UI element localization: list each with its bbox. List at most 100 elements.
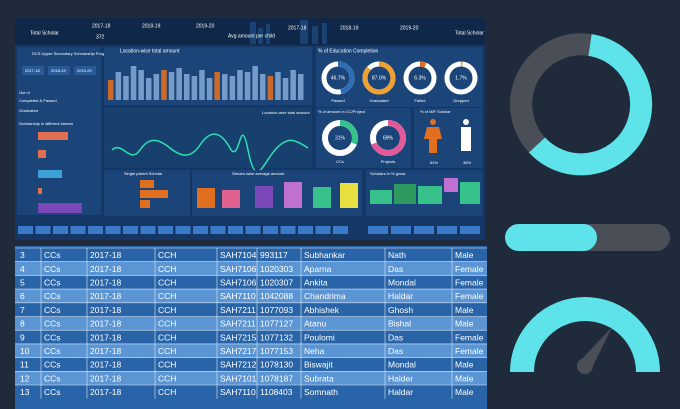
- table-cell: SAH7106: [220, 278, 257, 288]
- table-cell: CCs: [44, 387, 61, 397]
- year-button[interactable]: [48, 66, 70, 75]
- table-cell: CCs: [44, 360, 61, 370]
- table-cell: 1078187: [260, 373, 293, 383]
- table-cell: CCH: [158, 250, 176, 260]
- table-cell: Male: [455, 373, 474, 383]
- donut-arc: [322, 120, 358, 156]
- kpi-year: 2019-20: [400, 25, 419, 31]
- avg-label: Avg amount per child: [228, 33, 275, 39]
- donut-name: Graduated: [370, 98, 389, 103]
- table-cell: 993117: [260, 250, 288, 260]
- panel-title: Location-wise total amount: [262, 110, 310, 115]
- table-cell: Abhishek: [304, 305, 340, 315]
- filter-button: [414, 226, 434, 234]
- bar: [214, 72, 220, 100]
- bar: [229, 76, 236, 100]
- table-cell: CCs: [44, 264, 61, 274]
- table-cell: 1042088: [260, 291, 293, 301]
- filter-button: [105, 226, 121, 234]
- table-cell: 2017-18: [90, 346, 121, 356]
- bar: [252, 66, 258, 100]
- donut-name: Projects: [381, 159, 395, 164]
- table-row: [15, 357, 487, 372]
- table-cell: CCH: [158, 319, 176, 329]
- filter-button: [228, 226, 243, 234]
- table-cell: Male: [455, 319, 474, 329]
- table-cell: 2017-18: [90, 278, 121, 288]
- donut-arc: [362, 61, 396, 95]
- table-cell: 1077093: [260, 305, 293, 315]
- bar: [282, 78, 289, 100]
- panel-title: Location-wise total amount: [120, 48, 180, 54]
- table-cell: Poulomi: [304, 332, 335, 342]
- filter-button: [18, 226, 33, 234]
- table-cell: 7: [20, 305, 25, 315]
- kpi-year: 2017-18: [92, 23, 111, 29]
- table-cell: 10: [20, 346, 30, 356]
- stream-avg-bars: [197, 182, 358, 208]
- filter-button: [140, 226, 156, 234]
- table-row: [15, 343, 487, 358]
- table-cell: Haldar: [388, 291, 413, 301]
- trend-line: [111, 133, 309, 173]
- kpi-value: 372: [96, 34, 105, 40]
- table-cell: 2017-18: [90, 319, 121, 329]
- table-cell: SAH7211: [220, 305, 256, 315]
- panel-title: % of Education Completion: [318, 48, 379, 54]
- table-row: [15, 289, 487, 303]
- table-cell: Subrata: [304, 373, 334, 383]
- filter-button: [35, 226, 51, 234]
- filter-button: [391, 226, 411, 234]
- table-cell: Mondal: [388, 278, 416, 288]
- filter-button: [175, 226, 191, 234]
- year-button[interactable]: [22, 66, 44, 75]
- table-cell: 2017-18: [90, 264, 121, 274]
- table-cell: CCH: [158, 305, 176, 315]
- panel-title: % of amount in CC/Project: [318, 109, 366, 114]
- table-cell: 1077132: [260, 332, 293, 342]
- bar: [298, 74, 304, 100]
- table-cell: 4: [20, 264, 25, 274]
- bar: [184, 74, 190, 100]
- skyline: [250, 20, 327, 44]
- donut-value: 46.7%: [331, 75, 346, 81]
- table-cell: Somnath: [304, 387, 338, 397]
- donut-name: Failed: [415, 98, 426, 103]
- table-row: [15, 248, 487, 262]
- filter-button: [368, 226, 388, 234]
- filter-button: [333, 226, 348, 234]
- table-cell: SAH7217: [220, 346, 257, 356]
- bar: [146, 78, 152, 100]
- filter-button: [158, 226, 173, 234]
- donut-arc: [403, 61, 437, 95]
- bar: [199, 70, 205, 100]
- table-cell: 9: [20, 332, 25, 342]
- table-row: [15, 385, 487, 399]
- donut-arc: [321, 61, 355, 95]
- filter-button: [123, 226, 138, 234]
- table-cell: 2017-18: [90, 332, 121, 342]
- table-cell: Aparna: [304, 264, 332, 274]
- table-cell: Haldar: [388, 387, 413, 397]
- bar: [275, 72, 281, 100]
- table-cell: CCs: [44, 291, 61, 301]
- table-cell: Female: [455, 346, 484, 356]
- table-cell: 1108403: [260, 387, 293, 397]
- year-button[interactable]: [74, 66, 96, 75]
- table-cell: Neha: [304, 346, 325, 356]
- bar: [222, 74, 228, 100]
- table-cell: Mondal: [388, 360, 416, 370]
- table-cell: SAH7212: [220, 360, 257, 370]
- donut-value: 69%: [383, 135, 394, 141]
- table-cell: 6: [20, 291, 25, 301]
- donut-arc: [370, 120, 406, 156]
- table-body: 3 CCs 2017-18 CCH SAH7104 993117 Subhankar Nath…: [15, 247, 487, 399]
- table-cell: CCs: [44, 305, 61, 315]
- bar: [244, 72, 251, 100]
- filter-button: [298, 226, 313, 234]
- donut-arc: [444, 61, 478, 95]
- kpi-label: Total Scholar: [455, 30, 484, 36]
- table-cell: 2017-18: [90, 373, 121, 383]
- table-cell: Male: [455, 360, 474, 370]
